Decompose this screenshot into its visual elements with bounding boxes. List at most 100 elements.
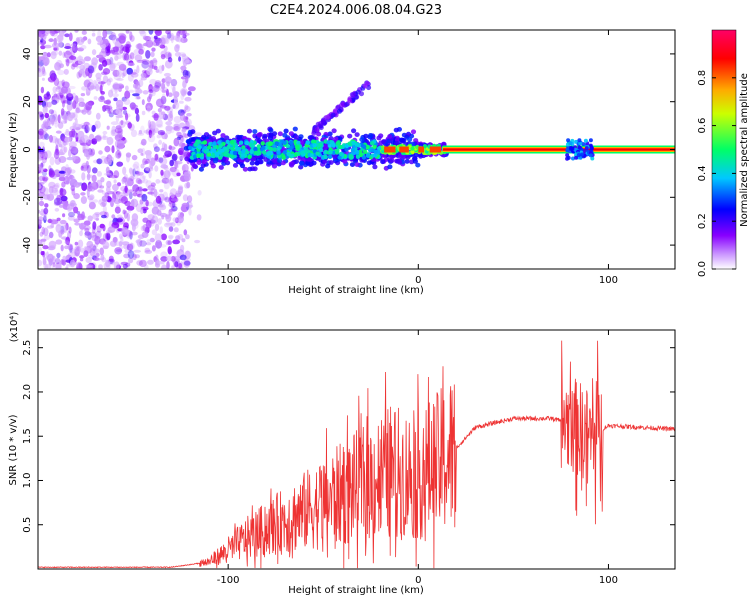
heatmap-cell — [80, 192, 86, 196]
heatmap-cell — [126, 212, 130, 222]
heatmap-cell — [130, 218, 139, 227]
heatmap-cell — [55, 182, 60, 188]
heatmap-cell — [122, 166, 127, 175]
heatmap-cell — [223, 146, 228, 152]
heatmap-cell — [86, 173, 91, 181]
heatmap-cell — [153, 35, 158, 40]
heatmap-cell — [101, 47, 107, 54]
heatmap-cell — [184, 96, 192, 102]
heatmap-cell — [318, 147, 324, 153]
heatmap-cell — [145, 180, 153, 188]
heatmap-cell — [141, 231, 149, 238]
heatmap-cell — [164, 150, 173, 158]
heatmap-cell — [38, 219, 42, 226]
heatmap-cell — [116, 217, 123, 223]
heatmap-cell — [100, 202, 106, 207]
heatmap-cell — [80, 142, 88, 146]
heatmap-cell — [51, 189, 59, 196]
heatmap-cell — [141, 201, 146, 208]
heatmap-cell — [397, 160, 403, 165]
heatmap-cell — [112, 52, 119, 56]
heatmap-cell — [198, 166, 204, 172]
heatmap-cell — [69, 46, 76, 52]
heatmap-cell — [412, 156, 418, 161]
figure-title: C2E4.2024.006.08.04.G23 — [270, 3, 442, 18]
heatmap-cell — [102, 241, 110, 249]
heatmap-cell — [142, 188, 148, 192]
heatmap-cell — [72, 122, 77, 130]
heatmap-cell — [61, 181, 66, 188]
heatmap-cell — [180, 37, 188, 44]
heatmap-cell — [363, 133, 369, 139]
heatmap-cell — [111, 93, 119, 98]
heatmap-cell — [338, 144, 343, 149]
heatmap-cell — [331, 128, 337, 134]
heatmap-cell — [147, 184, 156, 191]
heatmap-cell — [112, 36, 119, 45]
heatmap-cell — [170, 198, 178, 202]
heatmap-cell — [97, 81, 106, 85]
heatmap-cell — [133, 161, 140, 169]
heatmap-cell — [56, 59, 63, 68]
heatmap-cell — [283, 128, 289, 134]
heatmap-cell — [160, 54, 166, 60]
heatmap-cell — [159, 189, 164, 193]
heatmap-cell — [123, 210, 128, 219]
heatmap-cell — [394, 140, 400, 146]
heatmap-cell — [212, 141, 217, 146]
heatmap-cell — [387, 164, 393, 170]
heatmap-cell — [184, 173, 191, 182]
heatmap-cell — [38, 64, 42, 73]
heatmap-cell — [249, 149, 254, 154]
heatmap-cell — [70, 185, 76, 192]
heatmap-cell — [129, 242, 134, 250]
heatmap-cell — [39, 141, 45, 148]
heatmap-cell — [42, 176, 49, 182]
heatmap-cell — [75, 127, 81, 131]
heatmap-cell — [118, 195, 127, 202]
heatmap-cell — [211, 148, 217, 153]
heatmap-cell — [194, 132, 202, 137]
snr-series-line — [38, 340, 675, 569]
heatmap-cell — [58, 170, 66, 174]
heatmap-cell — [155, 195, 162, 204]
heatmap-cell — [337, 108, 342, 114]
heatmap-cell — [42, 245, 49, 250]
heatmap-cell — [129, 231, 133, 240]
heatmap-cell — [350, 92, 356, 98]
heatmap-cell — [96, 171, 102, 177]
heatmap-cell — [173, 260, 178, 268]
heatmap-cell — [91, 49, 97, 56]
heatmap-cell — [52, 262, 56, 268]
heatmap-cell — [145, 152, 152, 161]
heatmap-cell — [136, 59, 144, 63]
heatmap-cell — [326, 140, 331, 145]
heatmap-cell — [58, 144, 63, 148]
heatmap-cell — [161, 264, 167, 269]
heatmap-cell — [55, 130, 62, 134]
heatmap-cell — [230, 146, 235, 152]
heatmap-cell — [409, 159, 415, 165]
heatmap-cell — [108, 34, 117, 41]
heatmap-cell — [123, 98, 131, 105]
heatmap-cell — [172, 239, 181, 245]
heatmap-cell — [49, 156, 55, 166]
heatmap-cell — [274, 141, 279, 146]
heatmap-cell — [332, 108, 338, 114]
heatmap-cell — [172, 101, 180, 110]
heatmap-cell — [348, 154, 353, 159]
heatmap-cell — [185, 76, 189, 84]
heatmap-cell — [178, 250, 184, 255]
x-tick-label: -100 — [217, 275, 240, 286]
signal-segment — [418, 146, 424, 153]
heatmap-cell — [148, 93, 152, 100]
heatmap-cell — [569, 145, 574, 150]
heatmap-cell — [325, 163, 331, 169]
heatmap-cell — [156, 119, 163, 128]
heatmap-cell — [125, 54, 132, 61]
heatmap-cell — [168, 32, 175, 41]
heatmap-cell — [318, 142, 323, 147]
heatmap-cell — [143, 43, 148, 47]
heatmap-cell — [77, 239, 84, 248]
heatmap-cell — [182, 132, 187, 138]
